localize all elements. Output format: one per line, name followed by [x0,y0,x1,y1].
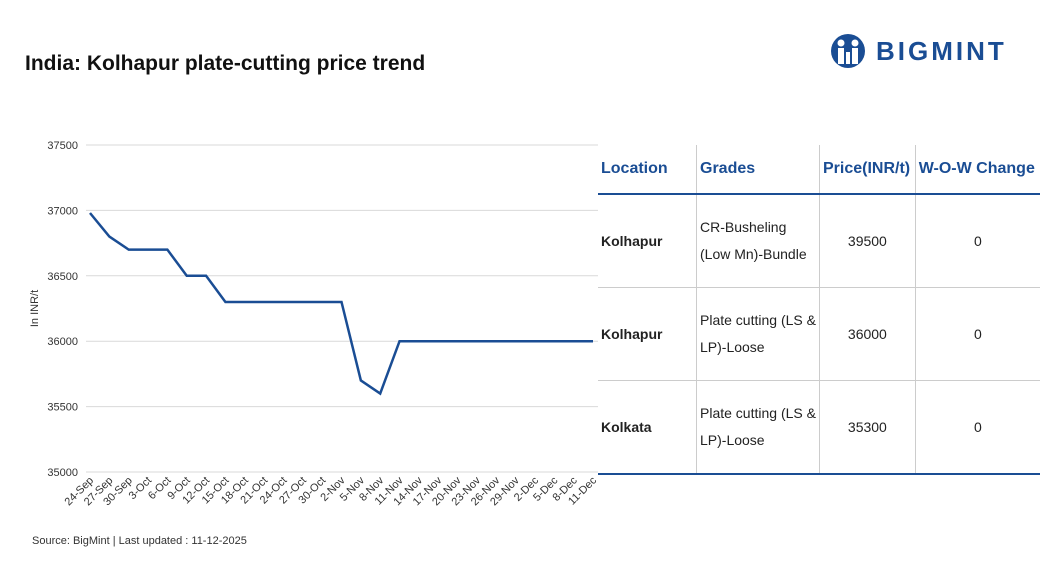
y-axis-label: In INR/t [29,290,41,327]
header-cell: Location [598,145,697,195]
header-cell: W-O-W Change [915,145,1040,195]
cell: 35300 [819,380,916,475]
cell: 39500 [819,194,916,288]
logo-text: BIGMINT [876,35,1007,66]
cell: 0 [915,380,1040,475]
source-note: Source: BigMint | Last updated : 11-12-2… [32,535,247,547]
y-tick-label: 35500 [47,402,78,414]
cell: Kolkata [598,380,697,475]
table-row: Kolkata Plate cutting (LS & LP)-Loose 35… [598,380,1040,475]
logo-icon [831,34,865,68]
y-tick-label: 36500 [47,271,78,283]
cell: Kolhapur [598,194,697,288]
logo: BIGMINT [828,32,1007,70]
cell: Plate cutting (LS & LP)-Loose [696,287,820,381]
table-header: Location Grades Price(INR/t) W-O-W Chang… [598,145,1040,195]
cell: Plate cutting (LS & LP)-Loose [696,380,820,475]
chart-title: India: Kolhapur plate-cutting price tren… [25,52,426,75]
cell: Kolhapur [598,287,697,381]
header-cell: Price(INR/t) [819,145,916,195]
table-row: Kolhapur Plate cutting (LS & LP)-Loose 3… [598,287,1040,381]
y-tick-label: 37000 [47,205,78,217]
cell: CR-Busheling (Low Mn)-Bundle [696,194,820,288]
table-row: Kolhapur CR-Busheling (Low Mn)-Bundle 39… [598,194,1040,288]
y-tick-label: 36000 [47,336,78,348]
price-line [89,212,593,396]
header-cell: Grades [696,145,820,195]
y-tick-label: 35000 [47,467,78,479]
price-table: Location Grades Price(INR/t) W-O-W Chang… [598,145,1040,475]
cell: 36000 [819,287,916,381]
cell: 0 [915,287,1040,381]
cell: 0 [915,194,1040,288]
y-tick-label: 37500 [47,140,78,152]
